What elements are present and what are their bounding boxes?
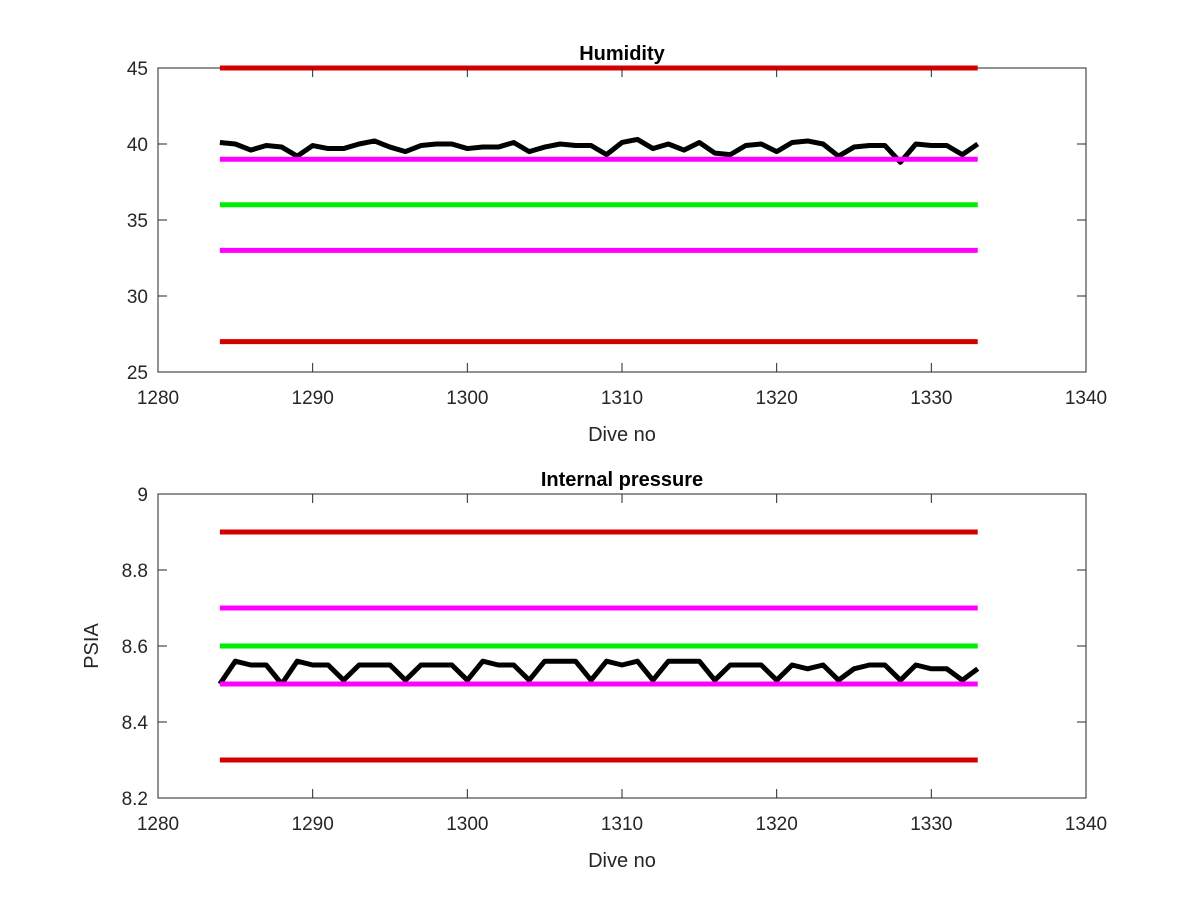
y-tick-label: 8.8 — [122, 561, 148, 582]
x-tick-label: 1280 — [137, 814, 179, 835]
y-tick-label: 30 — [127, 287, 148, 308]
y-tick-label: 45 — [127, 59, 148, 80]
y-tick-label: 40 — [127, 135, 148, 156]
humidity-subplot: 1280 1290 1300 1310 1320 1330 1340 25 30 35 40 45 Hu… — [127, 43, 1107, 446]
plot-area — [157, 67, 1087, 373]
internal-pressure-subplot: 1280 1290 1300 1310 1320 1330 1340 8.2 8.4 8.6 8.8… — [81, 469, 1107, 872]
x-tick-label: 1330 — [910, 814, 952, 835]
x-tick-label: 1300 — [446, 814, 488, 835]
x-axis-label: Dive no — [588, 850, 656, 872]
data-series-line — [217, 658, 980, 687]
y-tick-label: 25 — [127, 363, 148, 384]
y-tick-label: 9 — [137, 485, 148, 506]
data-series-line — [219, 136, 980, 165]
x-tick-label: 1340 — [1065, 814, 1107, 835]
x-tick-label: 1280 — [137, 388, 179, 409]
x-tick-label: 1330 — [910, 388, 952, 409]
x-tick-label: 1310 — [601, 814, 643, 835]
chart-title: Humidity — [579, 43, 665, 65]
chart-title: Internal pressure — [541, 469, 703, 491]
x-axis-label: Dive no — [588, 424, 656, 446]
x-tick-label: 1290 — [292, 814, 334, 835]
y-tick-label: 35 — [127, 211, 148, 232]
x-tick-label: 1320 — [756, 388, 798, 409]
y-axis-label: PSIA — [81, 623, 103, 669]
x-tick-label: 1290 — [292, 388, 334, 409]
y-tick-label: 8.6 — [122, 637, 148, 658]
x-tick-label: 1300 — [446, 388, 488, 409]
x-tick-label: 1310 — [601, 388, 643, 409]
x-tick-label: 1320 — [756, 814, 798, 835]
y-tick-label: 8.2 — [122, 789, 148, 810]
x-tick-label: 1340 — [1065, 388, 1107, 409]
y-tick-label: 8.4 — [122, 713, 149, 734]
